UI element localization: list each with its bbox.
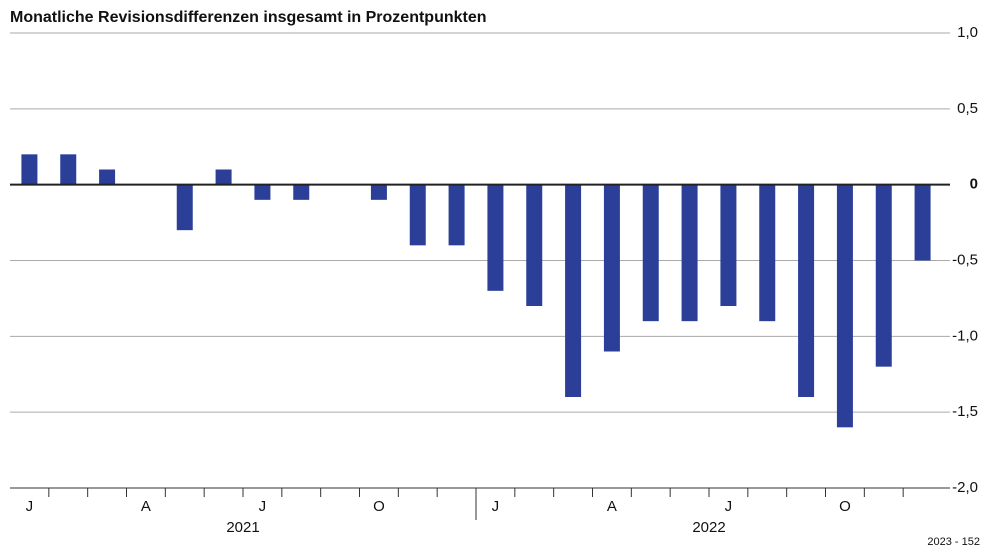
y-tick-label: -0,5 [952, 251, 978, 268]
y-tick-label: 0 [970, 176, 978, 193]
y-tick-label: 1,0 [957, 24, 978, 41]
bar [99, 169, 116, 185]
bar [370, 184, 387, 200]
bar [254, 184, 271, 200]
x-tick-label: J [492, 498, 500, 515]
bar [176, 184, 193, 231]
bar [875, 184, 892, 367]
x-tick-label: O [373, 498, 385, 515]
bar [836, 184, 853, 428]
bar [526, 184, 543, 306]
year-label: 2021 [226, 519, 259, 536]
chart-title: Monatliche Revisionsdifferenzen insgesam… [10, 9, 487, 26]
y-tick-label: -1,0 [952, 327, 978, 344]
x-tick-label: O [839, 498, 851, 515]
bar [448, 184, 465, 246]
bar [914, 184, 931, 261]
y-tick-label: -2,0 [952, 479, 978, 496]
bar [409, 184, 426, 246]
bar [60, 154, 77, 185]
x-tick-label: J [26, 498, 34, 515]
bar [603, 184, 620, 352]
year-label: 2022 [692, 519, 725, 536]
x-tick-label: A [607, 498, 617, 515]
bar [293, 184, 310, 200]
bar [798, 184, 815, 397]
bar [642, 184, 659, 322]
source-note: 2023 - 152 [927, 536, 980, 548]
bar [215, 169, 232, 185]
bar [720, 184, 737, 306]
bar [759, 184, 776, 322]
bar [487, 184, 504, 291]
bar [21, 154, 38, 185]
x-tick-label: A [141, 498, 151, 515]
y-tick-label: -1,5 [952, 403, 978, 420]
x-tick-label: J [725, 498, 733, 515]
x-tick-label: J [259, 498, 267, 515]
bar [565, 184, 582, 397]
y-tick-label: 0,5 [957, 100, 978, 117]
bar [681, 184, 698, 322]
